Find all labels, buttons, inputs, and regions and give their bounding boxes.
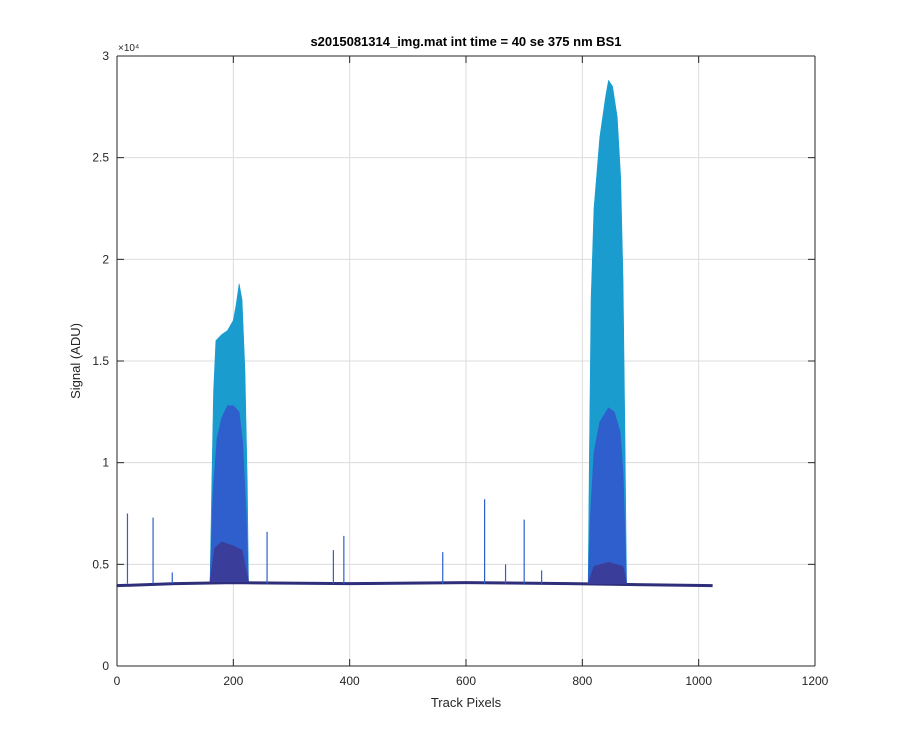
chart-title: s2015081314_img.mat int time = 40 se 375… bbox=[310, 34, 621, 49]
y-tick-label: 2 bbox=[102, 252, 109, 266]
x-tick-label: 600 bbox=[456, 674, 476, 688]
series-area-0 bbox=[209, 79, 627, 584]
y-tick-label: 0 bbox=[102, 659, 109, 673]
x-tick-label: 0 bbox=[114, 674, 121, 688]
y-tick-label: 1 bbox=[102, 456, 109, 470]
x-tick-label: 400 bbox=[340, 674, 360, 688]
y-axis-label: Signal (ADU) bbox=[68, 323, 83, 399]
y-axis-ticks: 0 0.5 1 1.5 2 2.5 3 bbox=[92, 49, 815, 673]
y-tick-label: 3 bbox=[102, 49, 109, 63]
y-axis-exponent: ×10⁴ bbox=[118, 43, 139, 54]
x-tick-label: 200 bbox=[223, 674, 243, 688]
x-axis-label: Track Pixels bbox=[431, 695, 502, 710]
series-area-2 bbox=[209, 541, 627, 584]
y-tick-label: 0.5 bbox=[92, 557, 109, 571]
x-axis-ticks: 0 200 400 600 800 1000 1200 bbox=[114, 56, 829, 688]
series-layer bbox=[116, 79, 713, 588]
series-area-1 bbox=[209, 405, 627, 584]
x-tick-label: 1000 bbox=[685, 674, 712, 688]
y-tick-label: 2.5 bbox=[92, 151, 109, 165]
x-tick-label: 800 bbox=[572, 674, 592, 688]
x-tick-label: 1200 bbox=[802, 674, 829, 688]
baseline-trace bbox=[116, 581, 713, 588]
y-tick-label: 1.5 bbox=[92, 354, 109, 368]
